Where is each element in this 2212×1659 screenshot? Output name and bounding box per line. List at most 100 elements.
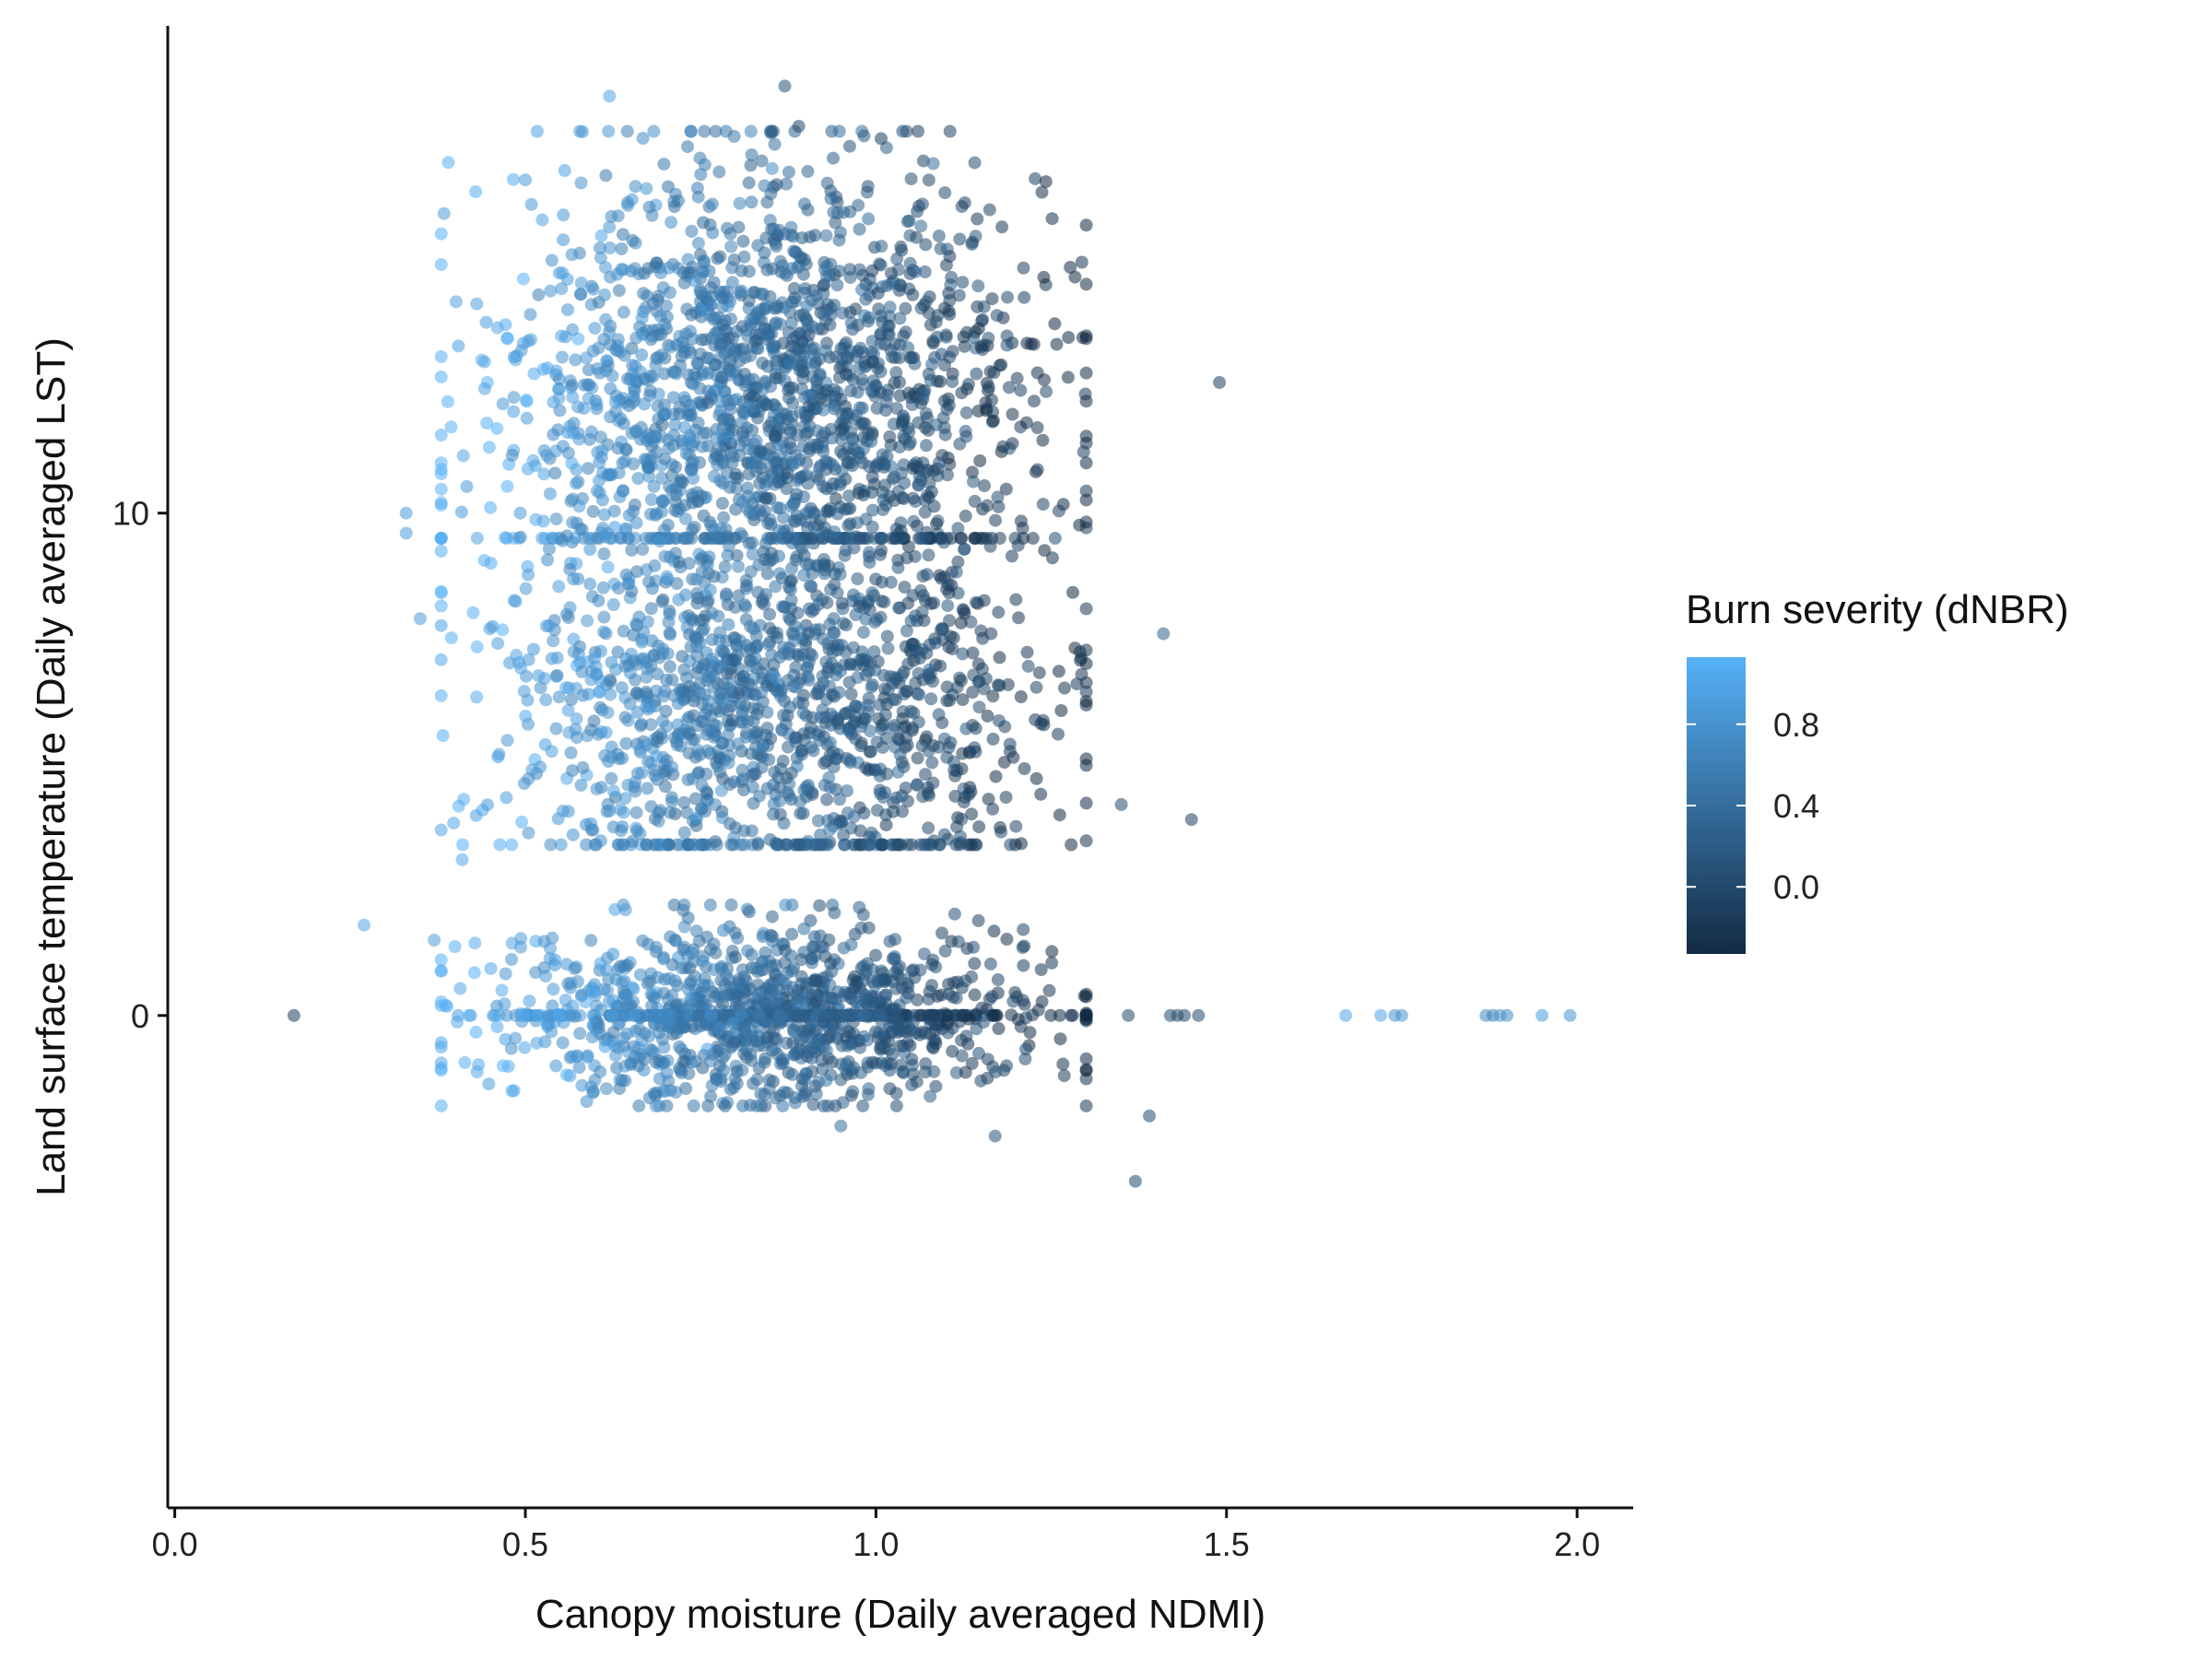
data-point [434, 599, 448, 613]
data-point [627, 654, 641, 668]
data-point [434, 456, 448, 470]
data-point [818, 567, 831, 581]
data-point [685, 308, 698, 322]
data-point [558, 164, 571, 177]
data-point [819, 1074, 833, 1087]
data-point [818, 715, 832, 729]
data-point [863, 546, 877, 559]
data-point [716, 736, 730, 750]
data-point [853, 361, 866, 375]
data-point [862, 838, 876, 852]
data-point [758, 246, 771, 260]
data-point [762, 981, 776, 994]
data-point [965, 807, 979, 821]
data-point [657, 158, 671, 171]
data-point [701, 979, 715, 993]
data-point [605, 771, 618, 785]
data-point [1014, 514, 1028, 528]
data-point [802, 673, 816, 687]
data-point [770, 240, 783, 253]
data-point [703, 583, 717, 597]
data-point [698, 124, 712, 138]
data-point [614, 803, 627, 817]
data-point [650, 838, 663, 852]
data-point [556, 350, 569, 364]
data-point [876, 740, 889, 754]
data-point [966, 686, 980, 699]
data-point [903, 435, 917, 449]
data-point [680, 806, 694, 819]
data-point [794, 512, 807, 526]
data-point [786, 981, 799, 994]
data-point [844, 384, 858, 398]
data-point [695, 624, 709, 638]
data-point [1018, 1052, 1032, 1065]
data-point [730, 548, 744, 562]
data-point [679, 532, 693, 545]
data-point [943, 124, 957, 138]
data-point [841, 1025, 854, 1038]
data-point [644, 333, 658, 347]
data-point [515, 815, 529, 829]
data-point [727, 130, 741, 143]
data-point [789, 735, 803, 748]
data-point [668, 418, 682, 431]
data-point [823, 456, 837, 470]
data-point [1021, 659, 1035, 673]
data-point [505, 448, 519, 462]
data-point [795, 1079, 808, 1093]
data-point [1079, 1014, 1093, 1028]
data-point [785, 573, 798, 587]
data-point [734, 634, 747, 648]
data-point [449, 295, 463, 309]
data-point [921, 411, 935, 425]
data-point [797, 922, 811, 935]
data-point [934, 375, 947, 388]
data-point [573, 124, 587, 138]
data-point [838, 707, 852, 721]
data-point [1045, 945, 1059, 959]
outlier-point [1157, 627, 1171, 641]
data-point [953, 232, 967, 246]
data-point [834, 476, 847, 489]
data-point [965, 1056, 979, 1070]
data-point [685, 974, 698, 988]
outlier-point [1535, 1008, 1549, 1022]
data-point [596, 581, 610, 594]
data-point [505, 1084, 519, 1098]
data-point [617, 1031, 630, 1045]
data-point [1052, 727, 1065, 741]
data-point [762, 555, 776, 569]
data-point [767, 222, 781, 236]
data-point [574, 276, 588, 290]
data-point [491, 750, 505, 764]
data-point [941, 1016, 954, 1029]
data-point [654, 327, 668, 341]
data-point [904, 391, 918, 404]
data-point [572, 1061, 586, 1075]
data-point [1079, 987, 1093, 1001]
data-point [547, 982, 560, 996]
data-point [470, 690, 484, 704]
data-point [604, 688, 618, 701]
data-point [434, 1056, 448, 1070]
data-point [1036, 498, 1050, 512]
data-point [669, 460, 683, 474]
y-tick-label: 10 [112, 495, 149, 533]
data-point [537, 672, 551, 686]
data-point [820, 793, 834, 806]
data-point [561, 805, 575, 818]
data-point [677, 920, 691, 934]
data-point [768, 301, 782, 315]
data-point [846, 433, 860, 447]
data-point [901, 341, 915, 355]
data-point [853, 824, 867, 838]
data-point [654, 348, 668, 362]
data-point [584, 673, 598, 687]
data-point [707, 276, 721, 289]
data-point [486, 619, 500, 633]
data-point [737, 250, 751, 264]
data-point [777, 709, 791, 722]
data-point [924, 1089, 937, 1103]
data-point [779, 266, 792, 280]
